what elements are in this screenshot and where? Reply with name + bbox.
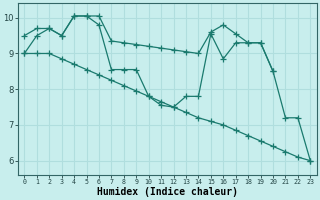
X-axis label: Humidex (Indice chaleur): Humidex (Indice chaleur) bbox=[97, 186, 238, 197]
